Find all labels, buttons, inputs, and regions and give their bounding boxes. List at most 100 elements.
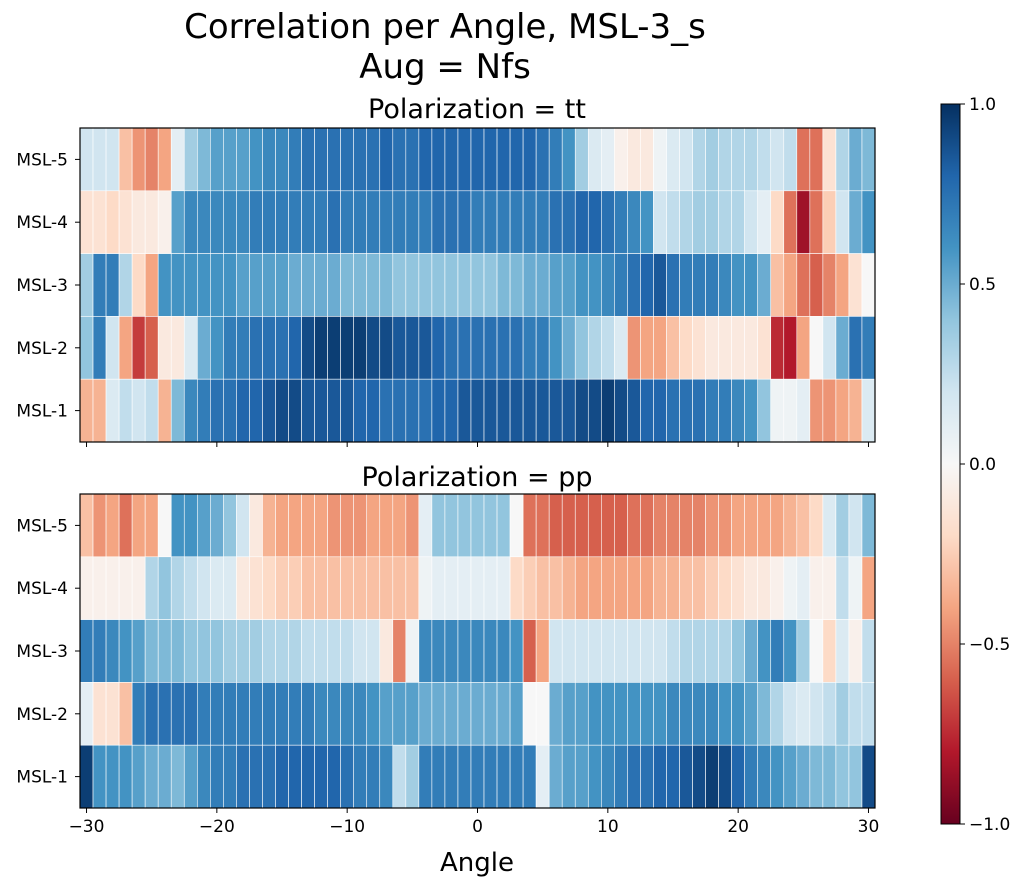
heatmap-cell [679,493,693,558]
heatmap-cell [601,556,615,620]
heatmap-cell [131,253,146,317]
heatmap-cell [92,493,107,558]
heatmap-cell [614,682,628,746]
heatmap-cell [275,190,289,254]
heatmap-cell [249,682,263,746]
heatmap-cell [79,316,94,380]
heatmap-cell [744,253,758,317]
heatmap-cell [144,316,159,380]
heatmap-cell [183,556,198,620]
heatmap-cell [679,682,693,746]
heatmap-cell [574,190,589,254]
heatmap-cell [457,682,472,746]
heatmap-cell [223,127,237,192]
heatmap-cell [105,619,120,683]
heatmap-cell [744,316,758,380]
heatmap-cell [249,619,263,683]
heatmap-cell [353,190,368,254]
heatmap-cell [809,190,824,254]
heatmap-cell [197,127,211,192]
heatmap-cell [561,378,576,443]
heatmap-cell [548,378,563,443]
heatmap-cell [340,127,354,192]
heatmap-cell [822,190,837,254]
row-label: MSL-2 [16,705,68,725]
heatmap-cell [548,556,563,620]
heatmap-cell [197,253,211,317]
heatmap-cell [614,378,628,443]
heatmap-cell [627,493,641,558]
row-label: MSL-3 [16,276,68,296]
heatmap-cell [679,127,693,192]
heatmap-cell [327,378,341,443]
heatmap-cell [757,316,772,380]
heatmap-cell [314,556,328,620]
heatmap-cell [640,682,654,746]
heatmap-cell [861,190,876,254]
heatmap-cell [431,253,446,317]
heatmap-cell [144,682,159,746]
heatmap-cell [275,744,289,809]
heatmap-cell [405,253,420,317]
heatmap-cell [170,190,185,254]
heatmap-cell [627,127,641,192]
heatmap-cell [848,316,863,380]
heatmap-cell [522,253,537,317]
heatmap-cell [249,190,263,254]
heatmap-cell [197,619,211,683]
heatmap-cell [92,253,107,317]
heatmap-cell [327,493,341,558]
heatmap-cell [627,190,641,254]
heatmap-cell [444,316,459,380]
heatmap-cell [522,682,537,746]
heatmap-cell [353,493,368,558]
heatmap-cell [288,378,302,443]
heatmap-cell [170,253,185,317]
heatmap-cell [405,378,420,443]
heatmap-cell [718,253,732,317]
heatmap-cell [118,253,133,317]
heatmap-cell [105,316,120,380]
heatmap-cell [288,619,302,683]
heatmap-cell [197,556,211,620]
heatmap-cell [848,493,863,558]
heatmap-cell [848,253,863,317]
heatmap-cell [522,556,537,620]
heatmap-cell [262,556,276,620]
heatmap-cell [757,556,772,620]
heatmap-cell [262,127,276,192]
heatmap-cell [522,190,537,254]
heatmap-cell [92,556,107,620]
heatmap-cell [692,493,706,558]
heatmap-cell [457,556,472,620]
heatmap-cell [574,619,589,683]
heatmap-cell [666,378,680,443]
heatmap-cell [236,127,250,192]
heatmap-cell [327,190,341,254]
heatmap-cell [183,316,198,380]
heatmap-cell [653,316,667,380]
heatmap-cell [223,493,237,558]
heatmap-cell [574,316,589,380]
heatmap-cell [601,127,615,192]
heatmap-cell [861,556,876,620]
heatmap-cell [131,682,146,746]
heatmap-cell [366,744,381,809]
heatmap-cell [861,744,876,809]
heatmap-cell [796,493,811,558]
heatmap-cell [288,127,302,192]
heatmap-cell [496,744,511,809]
heatmap-cell [444,493,459,558]
heatmap-cell [379,316,394,380]
heatmap-cell [770,619,785,683]
heatmap-cell [809,682,824,746]
heatmap-cell [418,744,433,809]
row-label: MSL-1 [16,768,68,788]
heatmap-cell [457,253,472,317]
heatmap-cell [92,619,107,683]
heatmap-cell [223,253,237,317]
heatmap-cell [705,619,719,683]
heatmap-cell [496,682,511,746]
row-label: MSL-3 [16,642,68,662]
heatmap-cell [653,493,667,558]
